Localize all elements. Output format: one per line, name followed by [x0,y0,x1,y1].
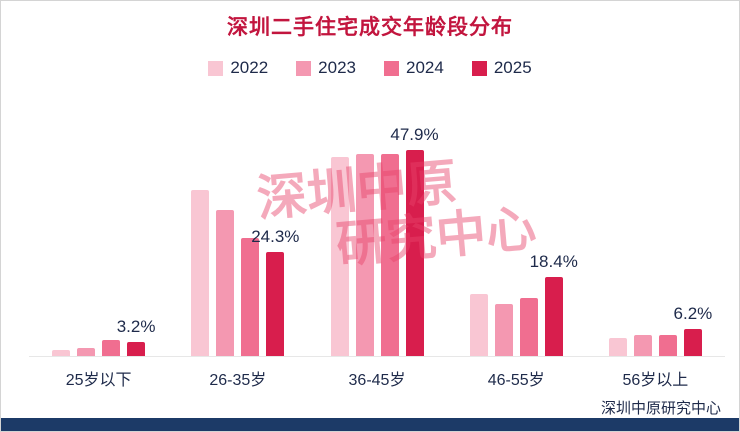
bar-2022 [52,349,71,356]
bar-group: 47.9% [307,125,446,356]
bar-2022 [608,337,627,356]
legend: 2022 2023 2024 2025 [1,58,739,78]
legend-label: 2024 [406,58,444,77]
bar-group: 18.4% [447,150,586,356]
bar-2025: 18.4% [530,252,578,356]
bar-2023 [355,153,374,356]
category-label: 56岁以上 [622,372,689,389]
bar-group: 24.3% [168,150,307,356]
chart-plot-area: 3.2% 24.3% 47.9% 18.4% 6.2% 25岁以下 26-35岁 36-45… [29,125,725,390]
legend-swatch-icon [384,60,399,76]
bar-2025: 3.2% [117,317,155,356]
category-label: 36-45岁 [348,372,406,389]
bar-2024 [380,153,399,356]
bar-cluster: 47.9% [307,125,446,356]
bar-2022 [330,156,349,356]
legend-label: 2023 [318,58,356,77]
source-caption: 深圳中原研究中心 [600,400,721,417]
legend-swatch-icon [296,60,312,76]
bar-cluster: 24.3% [168,150,307,356]
chart-title: 深圳二手住宅成交年龄段分布 [227,16,513,39]
legend-swatch-icon [208,60,224,76]
bar-2023 [77,348,96,356]
legend-item-2024: 2024 [384,58,444,78]
legend-label: 2025 [493,58,532,77]
bar-group: 6.2% [586,150,725,356]
bar-2023 [494,304,513,356]
bar-group: 3.2% [29,150,168,356]
value-label: 6.2% [673,304,713,324]
bar-2023 [216,209,235,356]
bar-cluster: 6.2% [586,150,725,356]
value-label: 3.2% [116,317,156,337]
bar-cluster: 3.2% [29,150,168,356]
value-label: 24.3% [251,226,300,246]
bar-2025: 47.9% [390,125,439,356]
category-label: 25岁以下 [65,372,132,389]
legend-item-2023: 2023 [296,58,356,78]
legend-swatch-icon [471,60,487,76]
bar-2025: 6.2% [674,304,712,356]
category-axis: 25岁以下 26-35岁 36-45岁 46-55岁 56岁以上 [29,357,725,390]
legend-label: 2022 [230,58,269,77]
value-label: 18.4% [529,251,578,271]
category-label: 26-35岁 [209,372,267,389]
value-label: 47.9% [390,125,439,145]
category-label: 46-55岁 [487,372,545,389]
footer-bar [1,418,739,431]
chart-area: 3.2% 24.3% 47.9% 18.4% 6.2% [29,125,725,357]
bar-2024 [658,335,677,356]
bar-2024 [519,297,538,356]
legend-item-2025: 2025 [471,58,532,78]
bar-2023 [633,334,652,356]
bar-2025: 24.3% [251,227,299,356]
bar-cluster: 18.4% [447,150,586,356]
bar-2024 [241,237,260,356]
legend-item-2022: 2022 [208,58,268,78]
bar-2022 [469,293,488,356]
bar-2022 [191,190,210,356]
bar-2024 [102,339,121,356]
